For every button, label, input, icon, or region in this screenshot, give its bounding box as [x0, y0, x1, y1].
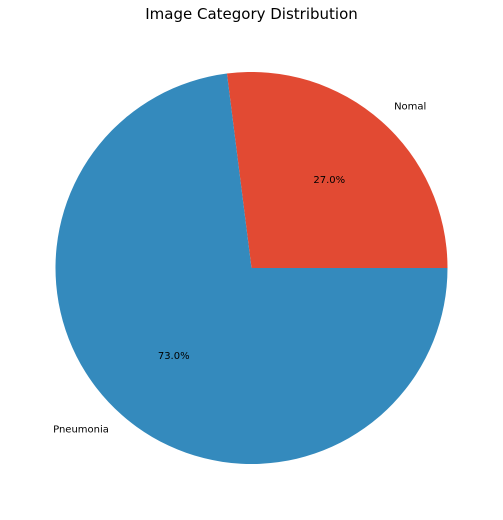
slice-label-pneumonia: Pneumonia: [53, 425, 109, 436]
slice-label-nomal: Nomal: [394, 101, 426, 112]
slice-percent-pneumonia: 73.0%: [158, 351, 190, 362]
chart-title: Image Category Distribution: [145, 5, 358, 23]
slice-percent-nomal: 27.0%: [313, 175, 345, 186]
pie-slices: [56, 72, 448, 464]
